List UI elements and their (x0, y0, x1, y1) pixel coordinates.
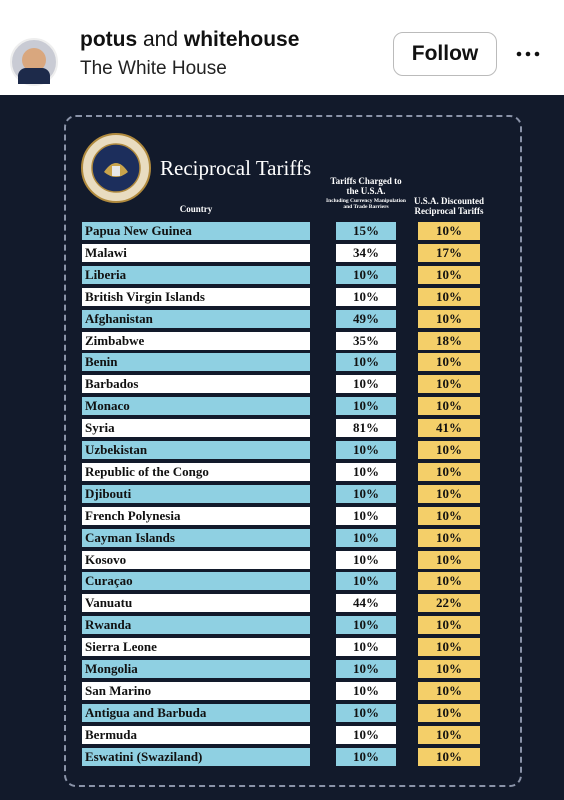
tariff-cell: 10% (418, 222, 480, 240)
country-cell: Benin (82, 353, 310, 372)
tariff-cell: 10% (418, 265, 480, 284)
tariff-cell: 10% (418, 506, 480, 525)
username[interactable]: whitehouse (183, 28, 300, 51)
country-cell: Sierra Leone (82, 638, 310, 657)
tariff-cell: 41% (418, 419, 480, 438)
tariff-cell: 10% (336, 506, 396, 525)
country-cell: Bermuda (82, 725, 310, 744)
tariff-cell: 15% (336, 222, 396, 240)
tariff-cell: 10% (418, 375, 480, 394)
country-cell: Papua New Guinea (82, 222, 310, 240)
tariff-cell: 10% (336, 265, 396, 284)
country-cell: San Marino (82, 681, 310, 700)
country-cell: Curaçao (82, 572, 310, 591)
country-cell: Vanuatu (82, 594, 310, 613)
country-cell: British Virgin Islands (82, 287, 310, 306)
country-cell: Liberia (82, 265, 310, 284)
country-cell: Republic of the Congo (82, 462, 310, 481)
tariff-cell: 34% (336, 243, 396, 262)
tariff-cell: 10% (336, 484, 396, 503)
tariff-cell: 10% (336, 616, 396, 635)
tariff-cell: 10% (336, 747, 396, 766)
tariff-cell: 10% (418, 528, 480, 547)
tariff-cell: 10% (418, 616, 480, 635)
column-header: Country (179, 204, 213, 214)
dashed-frame (64, 115, 522, 787)
country-cell: Cayman Islands (82, 528, 310, 547)
tariff-cell: 10% (336, 703, 396, 722)
country-cell: Mongolia (82, 660, 310, 678)
menu-dot (525, 51, 531, 57)
tariff-cell: 10% (418, 397, 480, 416)
tariff-cell: 22% (418, 594, 480, 613)
tariff-cell: 49% (336, 309, 396, 328)
tariff-cell: 10% (418, 287, 480, 306)
tariff-cell: 10% (418, 462, 480, 481)
country-cell: Rwanda (82, 616, 310, 635)
tariff-cell: 10% (336, 375, 396, 394)
country-cell: Uzbekistan (82, 441, 310, 459)
tariff-cell: 10% (336, 681, 396, 700)
tariff-cell: 10% (418, 660, 480, 678)
tariff-cell: 10% (418, 441, 480, 459)
tariff-cell: 10% (336, 441, 396, 459)
follow-button[interactable]: Follow (393, 32, 497, 76)
tariff-cell: 17% (418, 243, 480, 262)
country-cell: Malawi (82, 243, 310, 262)
tariff-cell: 10% (418, 725, 480, 744)
tariff-cell: 10% (418, 747, 480, 766)
avatar[interactable] (10, 38, 58, 86)
country-cell: Kosovo (82, 550, 310, 569)
seal (81, 133, 151, 203)
menu-dot (516, 51, 522, 57)
tariff-cell: 81% (336, 419, 396, 438)
tariff-cell: 10% (418, 703, 480, 722)
tariff-cell: 10% (418, 309, 480, 328)
country-cell: Syria (82, 419, 310, 438)
tariff-cell: 10% (336, 397, 396, 416)
country-cell: Zimbabwe (82, 331, 310, 350)
tariff-cell: 10% (336, 638, 396, 657)
tariff-cell: 10% (418, 572, 480, 591)
username[interactable]: potus (80, 28, 138, 51)
country-cell: Monaco (82, 397, 310, 416)
country-cell: Eswatini (Swaziland) (82, 747, 310, 766)
tariff-cell: 10% (418, 550, 480, 569)
tariff-cell: 10% (418, 484, 480, 503)
tariff-cell: 18% (418, 331, 480, 350)
country-cell: French Polynesia (82, 506, 310, 525)
tariff-cell: 10% (336, 550, 396, 569)
tariff-cell: 10% (336, 353, 396, 372)
tariff-cell: 44% (336, 594, 396, 613)
column-note: Including Currency Manipulation and Trad… (326, 198, 406, 210)
seal-shield (112, 166, 120, 176)
country-cell: Antigua and Barbuda (82, 703, 310, 722)
tariff-cell: 10% (336, 528, 396, 547)
tariff-cell: 10% (418, 681, 480, 700)
tariff-cell: 10% (418, 353, 480, 372)
tariff-cell: 10% (336, 287, 396, 306)
tariff-cell: 35% (336, 331, 396, 350)
tariff-cell: 10% (336, 462, 396, 481)
tariff-cell: 10% (418, 638, 480, 657)
country-cell: Barbados (82, 375, 310, 394)
conjunction: and (143, 28, 179, 51)
subtitle: The White House (80, 58, 227, 79)
menu-dot (534, 51, 540, 57)
table-title: Reciprocal Tariffs (160, 156, 312, 180)
tariff-cell: 10% (336, 572, 396, 591)
country-cell: Djibouti (82, 484, 310, 503)
account-names: potus and whitehouse (80, 28, 299, 52)
column-header: Tariffs Charged to the U.S.A. (330, 176, 402, 196)
avatar-suit (18, 68, 50, 84)
more-menu[interactable] (514, 48, 544, 60)
tariff-cell: 10% (336, 725, 396, 744)
column-header: U.S.A. Discounted Reciprocal Tariffs (413, 196, 484, 216)
tariff-cell: 10% (336, 660, 396, 678)
country-cell: Afghanistan (82, 309, 310, 328)
